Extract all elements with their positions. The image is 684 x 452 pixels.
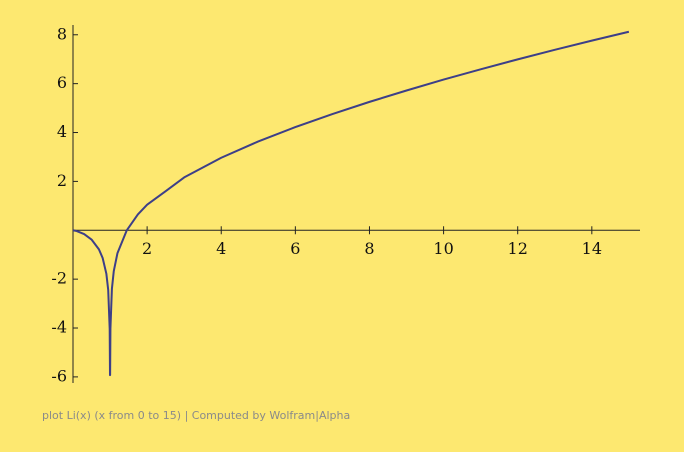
- y-tick-label: -6: [51, 366, 67, 385]
- y-tick-label: 2: [57, 171, 67, 190]
- y-tick-label: 6: [57, 73, 67, 92]
- x-tick-label: 6: [290, 239, 300, 258]
- y-tick-label: -4: [51, 318, 67, 337]
- caption: plot Li(x) (x from 0 to 15) | Computed b…: [42, 409, 350, 422]
- x-tick-label: 4: [216, 239, 226, 258]
- x-tick-label: 14: [582, 239, 602, 258]
- y-tick-label: -2: [51, 269, 67, 288]
- x-tick-label: 8: [364, 239, 374, 258]
- y-tick-label: 8: [57, 24, 67, 43]
- curve: [72, 30, 630, 377]
- x-tick-label: 2: [142, 239, 152, 258]
- x-tick-label: 10: [433, 239, 453, 258]
- x-tick-label: 12: [508, 239, 528, 258]
- y-tick-label: 4: [57, 122, 67, 141]
